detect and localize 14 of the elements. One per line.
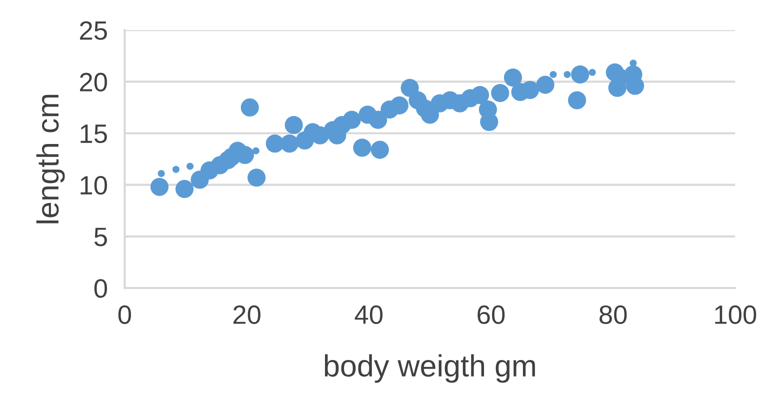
x-tick-label: 40	[354, 305, 383, 324]
x-tick-label: 60	[478, 305, 505, 324]
x-tick-label: 100	[715, 305, 756, 324]
y-tick-label: 10	[80, 176, 107, 195]
x-tick-label: 0	[118, 305, 131, 324]
y-axis-title: length cm	[36, 94, 65, 224]
y-tick-label: 20	[80, 72, 107, 92]
y-tick-label: 15	[80, 124, 107, 144]
x-tick-label: 20	[233, 305, 260, 324]
y-tick-label: 25	[80, 21, 107, 40]
y-tick-label: 0	[94, 279, 107, 298]
x-axis-title: body weigth gm	[324, 354, 535, 383]
x-tick-label: 80	[600, 305, 627, 324]
y-tick-label: 5	[94, 228, 107, 246]
